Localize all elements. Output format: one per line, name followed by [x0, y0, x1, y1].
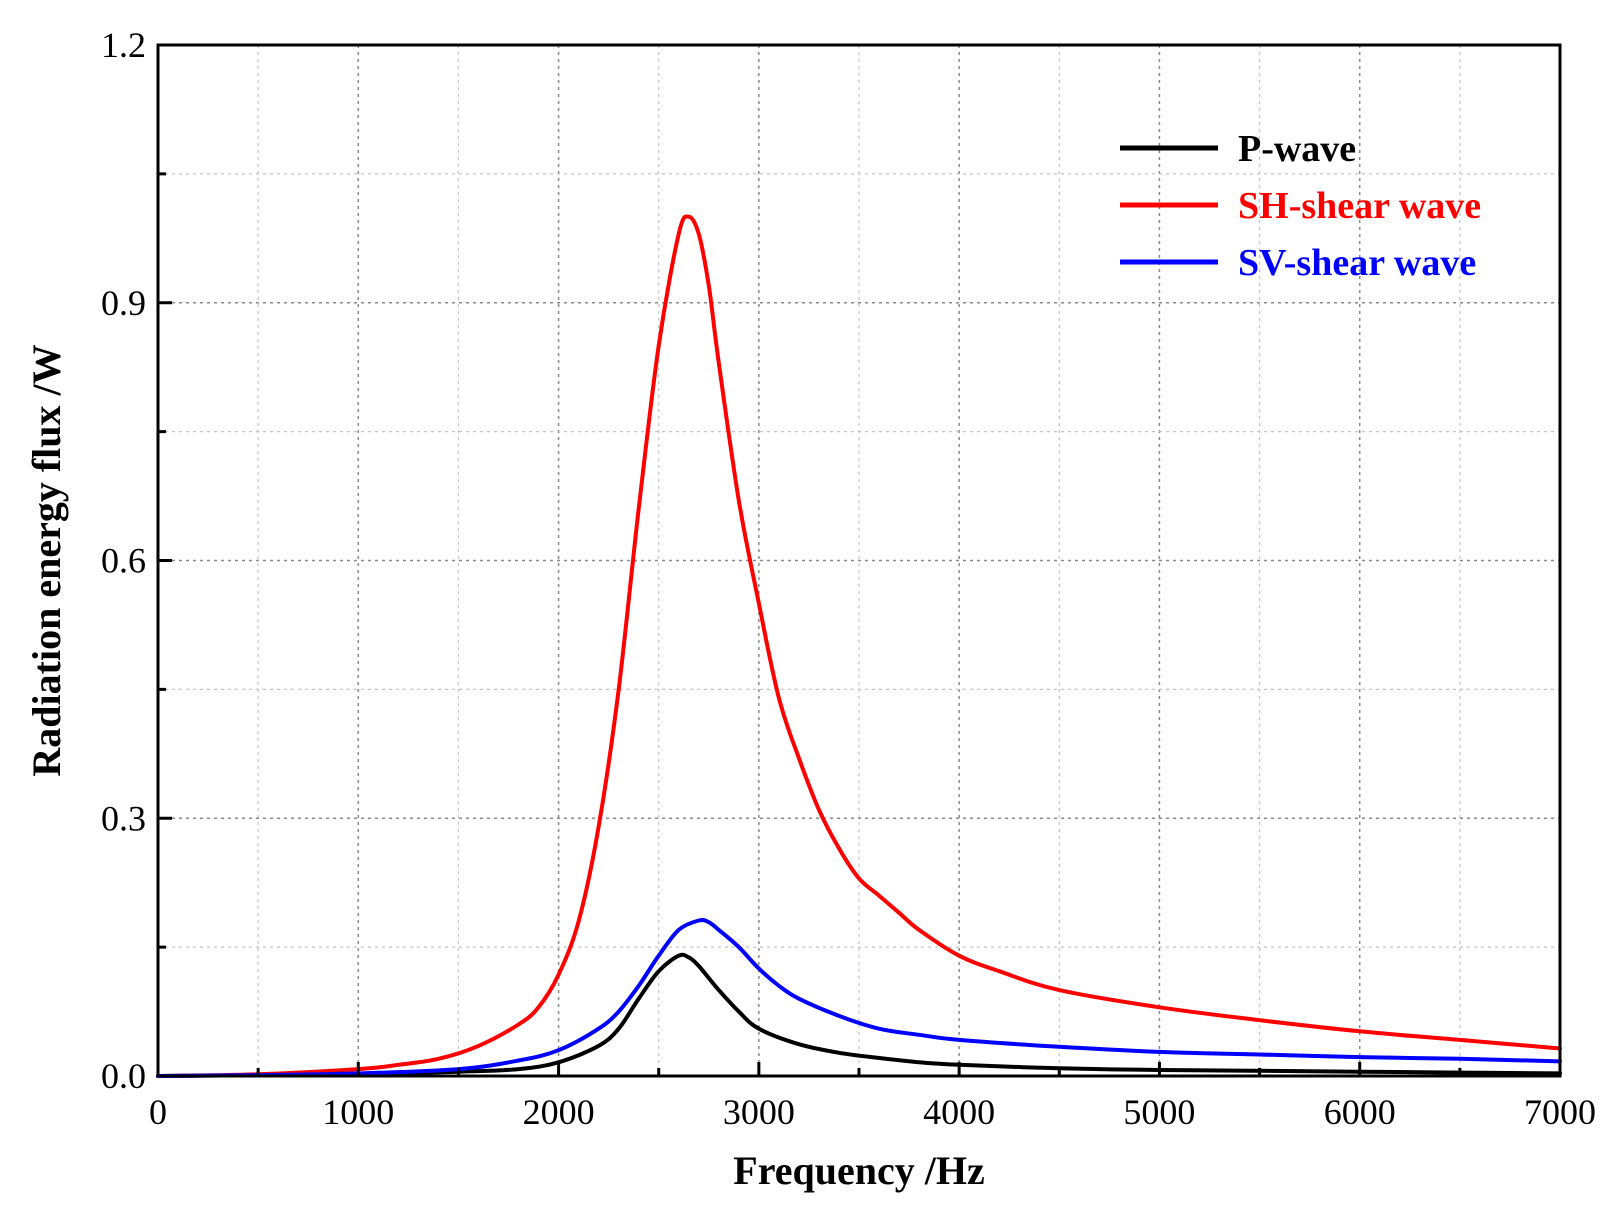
y-tick-label: 0.6 [101, 541, 146, 581]
x-tick-label: 1000 [322, 1092, 394, 1132]
y-axis-title: Radiation energy flux /W [24, 344, 69, 776]
series-line-sh-shear-wave [156, 214, 1562, 1078]
y-tick-label: 0.9 [101, 283, 146, 323]
series-lines [156, 214, 1562, 1078]
y-tick-label: 1.2 [101, 25, 146, 65]
x-tick-label: 6000 [1324, 1092, 1396, 1132]
x-tick-label: 5000 [1123, 1092, 1195, 1132]
axis-ticks [156, 43, 1562, 1078]
x-tick-label: 4000 [923, 1092, 995, 1132]
y-tick-label: 0.3 [101, 798, 146, 838]
legend-label-p-wave: P-wave [1238, 128, 1356, 170]
x-tick-label: 3000 [723, 1092, 795, 1132]
legend-label-sv-shear-wave: SV-shear wave [1238, 242, 1476, 284]
series-line-sv-shear-wave [156, 917, 1562, 1078]
x-axis-title: Frequency /Hz [733, 1148, 984, 1193]
grid-lines [158, 45, 1560, 1076]
x-tick-label: 2000 [523, 1092, 595, 1132]
series-line-p-wave [156, 952, 1562, 1078]
x-tick-label: 7000 [1524, 1092, 1596, 1132]
tick-labels: 0 1000 2000 3000 4000 5000 6000 7000 0.0 0.3 0.6 0.… [101, 25, 1596, 1132]
y-tick-label: 0.0 [101, 1056, 146, 1096]
legend-label-sh-shear-wave: SH-shear wave [1238, 185, 1481, 227]
legend: P-wave SH-shear wave SV-shear wave [1120, 128, 1481, 284]
x-tick-label: 0 [149, 1092, 167, 1132]
